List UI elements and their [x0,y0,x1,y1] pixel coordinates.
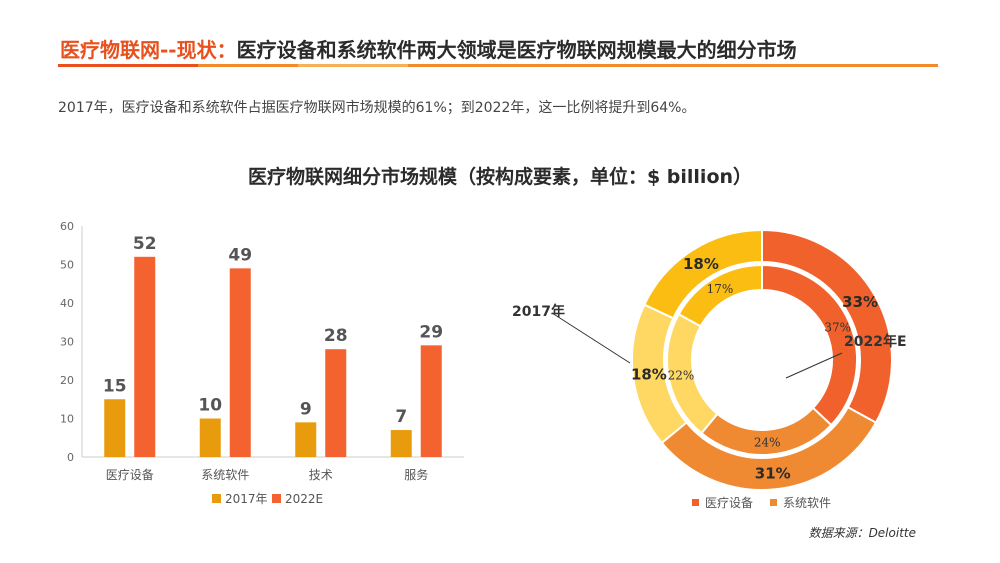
annotation-2022e: 2022年E [844,333,907,350]
divider-base [58,64,938,67]
legend-label: 医疗设备 [705,496,753,510]
y-tick-label: 0 [67,451,74,464]
data-source: 数据来源：Deloitte [808,526,916,540]
bar-2017 [104,399,126,457]
legend-swatch-device [692,499,699,506]
inner-ring-slice-service [677,263,763,328]
legend-label: 系统软件 [783,496,831,510]
bar-value-label: 49 [228,245,252,265]
bar-2022e [420,345,442,457]
summary-text: 2017年，医疗设备和系统软件占据医疗物联网市场规模的61%；到2022年，这一… [58,100,696,116]
annotation-leader-2017 [551,312,631,364]
outer-ring-slice-label: 33% [842,293,878,311]
inner-ring-slice-label: 22% [668,369,695,383]
bar-value-label: 28 [324,326,348,346]
chart-title: 医疗物联网细分市场规模（按构成要素，单位：$ billion） [247,166,753,188]
x-tick-label: 系统软件 [201,468,249,482]
outer-ring-slice-label: 18% [683,255,719,273]
y-tick-label: 40 [60,297,74,310]
divider-accent [58,64,198,67]
bar-2022e [134,256,156,457]
y-tick-label: 20 [60,374,74,387]
divider-highlight [298,64,408,67]
outer-ring-slice-label: 31% [755,465,791,483]
x-tick-label: 医疗设备 [106,468,154,482]
bar-2022e [325,349,347,457]
legend-swatch-2017 [212,494,221,503]
header-divider [58,64,938,67]
legend-label: 2022E [285,492,323,506]
bar-value-label: 15 [103,376,127,396]
y-tick-label: 10 [60,413,74,426]
bar-2022e [229,268,251,457]
legend-swatch-software [770,499,777,506]
legend-swatch-2022e [272,494,281,503]
bar-2017 [199,418,221,457]
page-title-rest: 医疗设备和系统软件两大领域是医疗物联网规模最大的细分市场 [236,38,797,62]
annotation-leader-2022 [785,352,843,379]
page-title: 医疗物联网--现状：医疗设备和系统软件两大领域是医疗物联网规模最大的细分市场 [60,34,797,63]
bar-value-label: 9 [300,399,312,419]
bar-2017 [390,430,412,457]
y-tick-label: 50 [60,259,74,272]
inner-ring-slice-label: 24% [754,436,781,450]
page-title-accent: 医疗物联网--现状： [60,38,237,62]
inner-ring-slice-label: 17% [707,282,734,296]
bar-value-label: 29 [419,322,443,342]
annotation-2017: 2017年 [512,303,565,320]
donut-chart: 33% 31% 18% 18% 37% 24% 22% 17% 2017年 2022年E 医疗设备 系… [512,228,907,510]
y-tick-label: 60 [60,220,74,233]
outer-ring-slice-service [643,228,763,320]
bar-value-label: 7 [395,407,407,427]
outer-ring-slice-label: 18% [631,366,667,384]
inner-ring-slice-label: 37% [824,320,851,334]
bar-2017 [295,422,317,457]
bar-value-label: 10 [198,396,222,416]
bar-chart: 0 10 20 30 40 50 60 15 52 医疗设备 10 49 系统软件 9 28 技术 7 29 服务 2… [60,220,464,506]
bar-value-label: 52 [133,234,157,254]
x-tick-label: 技术 [309,468,333,482]
legend-label: 2017年 [225,492,268,506]
x-tick-label: 服务 [404,467,428,482]
y-tick-label: 30 [60,336,74,349]
